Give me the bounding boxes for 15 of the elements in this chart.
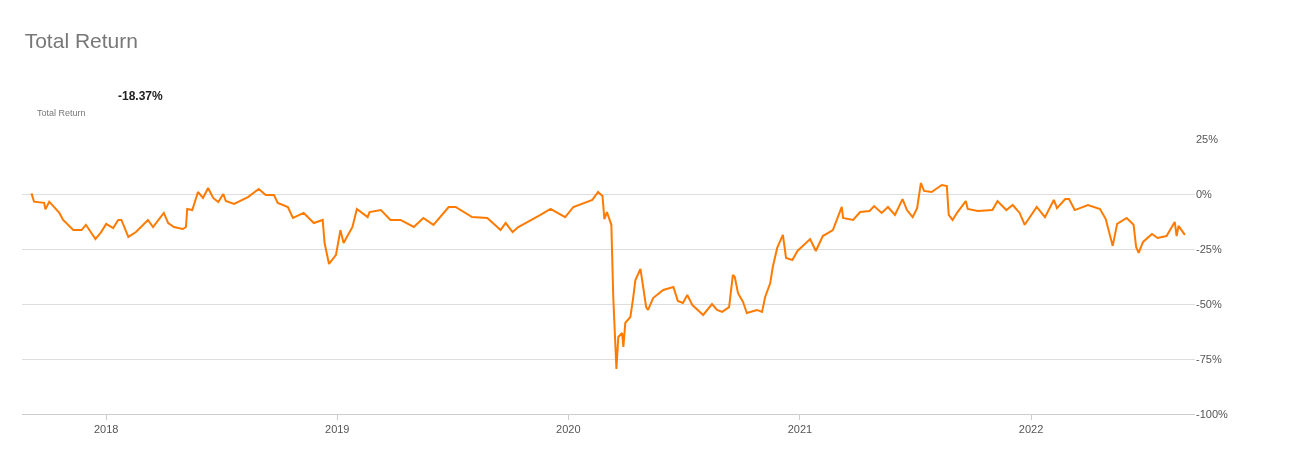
- x-tick-label: 2020: [556, 423, 581, 436]
- chart-title: Total Return: [24, 28, 138, 52]
- y-tick-label: -50%: [1196, 297, 1222, 310]
- y-tick-label: -25%: [1196, 242, 1222, 255]
- y-tick-label: 25%: [1196, 132, 1219, 145]
- x-tick-label: 2022: [1018, 423, 1044, 436]
- y-tick-label: 0%: [1196, 187, 1213, 200]
- line-series: [30, 182, 1186, 370]
- text: Total Return: [37, 108, 86, 118]
- x-tick-label: 2019: [325, 423, 350, 436]
- x-tick-label: 2018: [93, 423, 119, 436]
- y-tick-label: -75%: [1196, 352, 1222, 365]
- x-tick-label: 2021: [787, 423, 813, 436]
- text: -18.37%: [118, 89, 164, 103]
- y-tick-label: -100%: [1196, 407, 1229, 420]
